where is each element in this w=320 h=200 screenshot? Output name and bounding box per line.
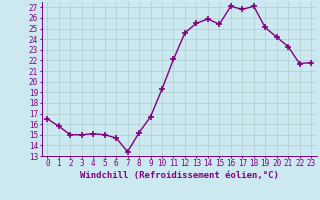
X-axis label: Windchill (Refroidissement éolien,°C): Windchill (Refroidissement éolien,°C) bbox=[80, 171, 279, 180]
